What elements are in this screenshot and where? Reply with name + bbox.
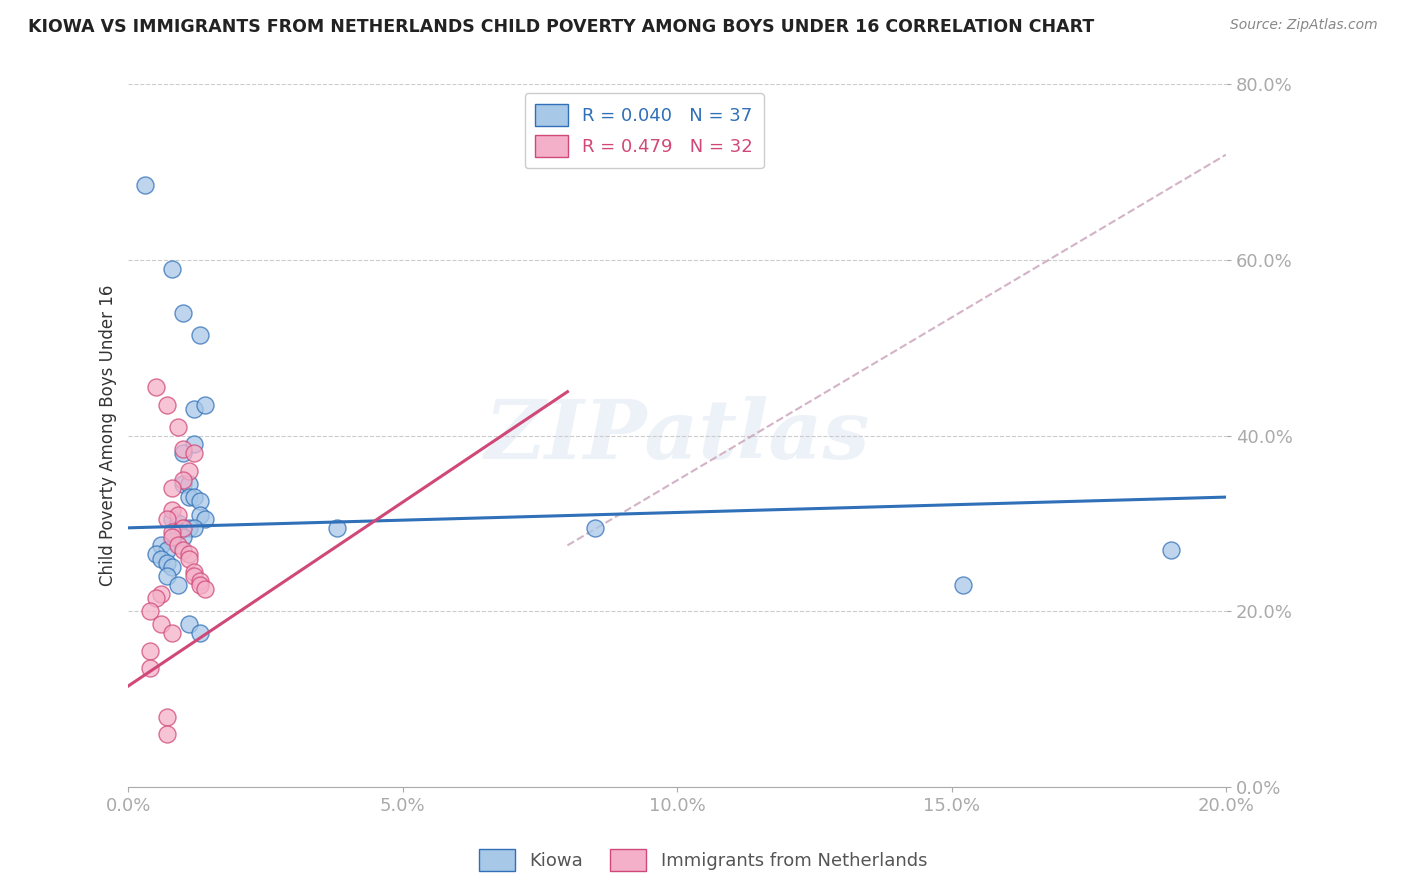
Legend: R = 0.040   N = 37, R = 0.479   N = 32: R = 0.040 N = 37, R = 0.479 N = 32 (524, 94, 763, 169)
Point (177, 551, 200, 566)
Point (162, 512, 184, 526)
Point (188, 626, 211, 640)
Point (177, 547, 200, 561)
Point (194, 398, 217, 412)
Point (194, 582, 217, 597)
Point (194, 512, 217, 526)
Y-axis label: Child Poverty Among Boys Under 16: Child Poverty Among Boys Under 16 (100, 285, 117, 586)
Point (188, 494, 211, 508)
Point (188, 508, 211, 522)
Point (145, 547, 167, 561)
Point (156, 556, 179, 570)
Point (177, 464, 200, 478)
Point (162, 626, 184, 640)
Point (162, 503, 184, 517)
Point (177, 617, 200, 632)
Legend: Kiowa, Immigrants from Netherlands: Kiowa, Immigrants from Netherlands (471, 842, 935, 879)
Point (177, 477, 200, 491)
Point (177, 490, 200, 504)
Point (134, 178, 156, 193)
Point (172, 521, 194, 535)
Point (162, 560, 184, 574)
Point (156, 512, 179, 526)
Point (172, 442, 194, 456)
Point (150, 587, 173, 601)
Point (172, 530, 194, 544)
Point (183, 569, 205, 583)
Point (167, 525, 190, 540)
Point (150, 551, 173, 566)
Point (145, 591, 167, 605)
Text: ZIPatlas: ZIPatlas (485, 396, 870, 475)
Point (172, 446, 194, 460)
Point (167, 578, 190, 592)
Point (183, 402, 205, 417)
Point (326, 521, 349, 535)
Point (183, 521, 205, 535)
Point (183, 565, 205, 579)
Point (183, 446, 205, 460)
Point (156, 542, 179, 557)
Point (1160, 542, 1182, 557)
Point (172, 542, 194, 557)
Point (167, 420, 190, 434)
Point (162, 481, 184, 495)
Point (156, 398, 179, 412)
Point (139, 644, 162, 658)
Point (952, 578, 974, 592)
Point (150, 538, 173, 552)
Point (188, 327, 211, 342)
Text: KIOWA VS IMMIGRANTS FROM NETHERLANDS CHILD POVERTY AMONG BOYS UNDER 16 CORRELATI: KIOWA VS IMMIGRANTS FROM NETHERLANDS CHI… (28, 18, 1094, 36)
Point (162, 525, 184, 540)
Point (172, 477, 194, 491)
Point (162, 261, 184, 276)
Point (162, 534, 184, 549)
Point (139, 604, 162, 618)
Point (172, 306, 194, 320)
Point (139, 661, 162, 675)
Point (183, 437, 205, 451)
Point (156, 727, 179, 741)
Point (177, 521, 200, 535)
Point (188, 578, 211, 592)
Point (172, 521, 194, 535)
Point (583, 521, 606, 535)
Text: Source: ZipAtlas.com: Source: ZipAtlas.com (1230, 18, 1378, 32)
Point (162, 530, 184, 544)
Point (172, 473, 194, 487)
Point (167, 508, 190, 522)
Point (167, 538, 190, 552)
Point (156, 709, 179, 723)
Point (145, 380, 167, 394)
Point (183, 490, 205, 504)
Point (150, 617, 173, 632)
Point (156, 569, 179, 583)
Point (167, 516, 190, 531)
Point (188, 574, 211, 588)
